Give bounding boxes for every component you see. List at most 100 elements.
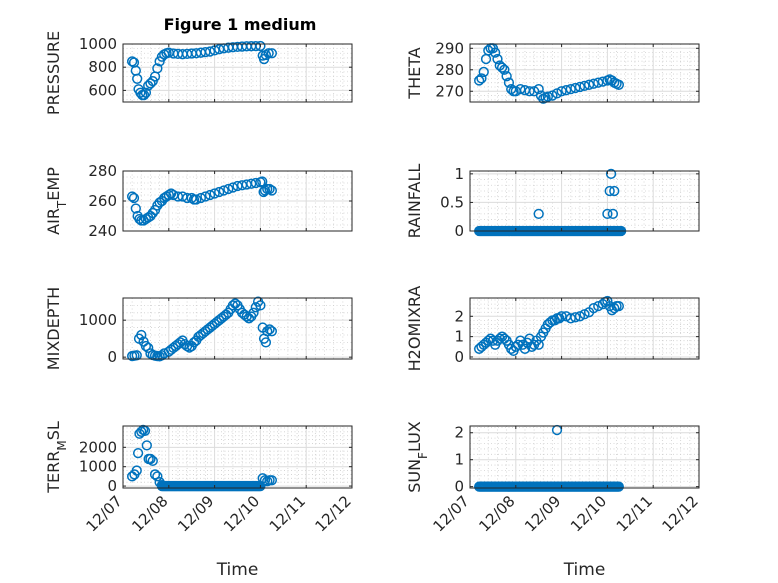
- data-point: [499, 64, 510, 75]
- data-point: [149, 469, 161, 480]
- axes-background: [469, 425, 700, 489]
- data-point: [132, 73, 143, 84]
- x-tick-label: 12/10: [220, 492, 263, 535]
- y-label-main: SUN: [405, 459, 424, 493]
- data-point: [574, 81, 586, 93]
- data-point: [204, 46, 216, 57]
- data-point: [127, 191, 138, 202]
- data-point: [131, 465, 142, 476]
- y-tick-label: 2000: [79, 438, 117, 456]
- data-point: [565, 83, 576, 95]
- data-point: [570, 82, 581, 94]
- y-tick-label: 290: [435, 39, 464, 57]
- x-tick-label: 12/07: [430, 492, 473, 535]
- y-axis-label: RAINFALL: [405, 164, 424, 239]
- data-point: [152, 63, 163, 74]
- x-tick-label: 12/10: [567, 492, 610, 535]
- y-tick-label: 0: [454, 478, 464, 496]
- data-point: [263, 48, 274, 59]
- data-point: [147, 207, 158, 219]
- data-point: [266, 475, 278, 486]
- data-point: [255, 40, 266, 52]
- subplot-pressure: 600 800 1000 PRESSURE: [44, 31, 353, 115]
- y-axis-label: PRESSURE: [44, 31, 63, 115]
- x-tick-label: 12/08: [128, 492, 171, 535]
- x-tick-label: 12/12: [312, 492, 355, 535]
- subplot-h2omixra: 0 1 2 H2OMIXRA: [405, 286, 700, 372]
- y-axis-label: THETA: [405, 47, 424, 99]
- y-tick-label: 1: [454, 165, 464, 183]
- data-point: [554, 313, 565, 324]
- y-tick-label: 240: [88, 222, 117, 240]
- data-point: [515, 83, 526, 95]
- data-point: [613, 79, 624, 90]
- data-point: [195, 192, 207, 204]
- data-point: [602, 208, 613, 220]
- y-tick-label: 280: [88, 162, 117, 180]
- data-point: [613, 481, 624, 492]
- data-point: [255, 480, 266, 492]
- data-point: [130, 203, 141, 214]
- data-point: [262, 326, 273, 337]
- data-point: [490, 47, 501, 58]
- data-point: [593, 77, 604, 88]
- data-point: [260, 49, 272, 61]
- data-point: [266, 48, 278, 59]
- y-label-main: PRESSURE: [44, 31, 63, 115]
- x-axis-label: Time: [216, 560, 259, 580]
- y-label-main: H2OMIXRA: [405, 286, 424, 372]
- axes-frame: [122, 297, 353, 360]
- x-tick-label: 12/11: [266, 492, 309, 535]
- data-point: [204, 189, 216, 201]
- data-point: [583, 79, 595, 90]
- y-axis-label: H2OMIXRA: [405, 286, 424, 372]
- data-point: [565, 313, 576, 324]
- y-label-main: RAINFALL: [405, 164, 424, 239]
- data-point: [250, 177, 261, 189]
- data-point: [478, 66, 489, 78]
- data-point: [533, 208, 544, 220]
- data-point: [140, 340, 152, 352]
- data-point: [259, 185, 271, 196]
- data-point: [579, 309, 590, 320]
- data-point: [556, 311, 567, 322]
- data-point: [131, 350, 142, 361]
- data-point: [141, 440, 152, 451]
- subplot-air_temp: 240 260 280 AIRTEMP: [44, 162, 353, 240]
- y-label-suffix: LUX: [405, 421, 424, 452]
- data-point: [264, 324, 275, 335]
- y-tick-label: 800: [88, 58, 117, 76]
- axes-background: [122, 297, 353, 360]
- data-point: [588, 303, 599, 314]
- y-tick-label: 1000: [79, 311, 117, 329]
- data-point: [264, 183, 275, 195]
- data-point: [214, 186, 225, 198]
- x-tick-label: 12/07: [83, 492, 126, 535]
- y-tick-label: 600: [88, 81, 117, 99]
- y-label-suffix: SL: [44, 421, 63, 440]
- data-point: [227, 182, 239, 193]
- data-point: [474, 75, 485, 86]
- y-tick-label: 2: [454, 424, 464, 442]
- y-tick-label: 0: [454, 348, 464, 366]
- axes-background: [469, 297, 700, 360]
- data-point: [145, 78, 156, 89]
- data-point: [476, 73, 487, 84]
- subplot-mixdepth: 0 1000 MIXDEPTH: [44, 287, 353, 370]
- y-axis-label: AIRTEMP: [44, 167, 69, 235]
- x-axis-label: Time: [563, 560, 606, 580]
- data-point: [602, 295, 613, 307]
- data-point: [609, 303, 620, 314]
- y-axis-label: MIXDEPTH: [44, 287, 63, 370]
- subplot-rainfall: 0 0.5 1 RAINFALL: [405, 164, 700, 240]
- x-tick-label: 12/12: [659, 492, 702, 535]
- y-label-main: THETA: [405, 47, 424, 99]
- data-point: [140, 87, 152, 98]
- data-point: [496, 62, 508, 73]
- x-tick-label: 12/09: [521, 492, 564, 535]
- data-point: [138, 89, 150, 101]
- data-point: [145, 453, 156, 465]
